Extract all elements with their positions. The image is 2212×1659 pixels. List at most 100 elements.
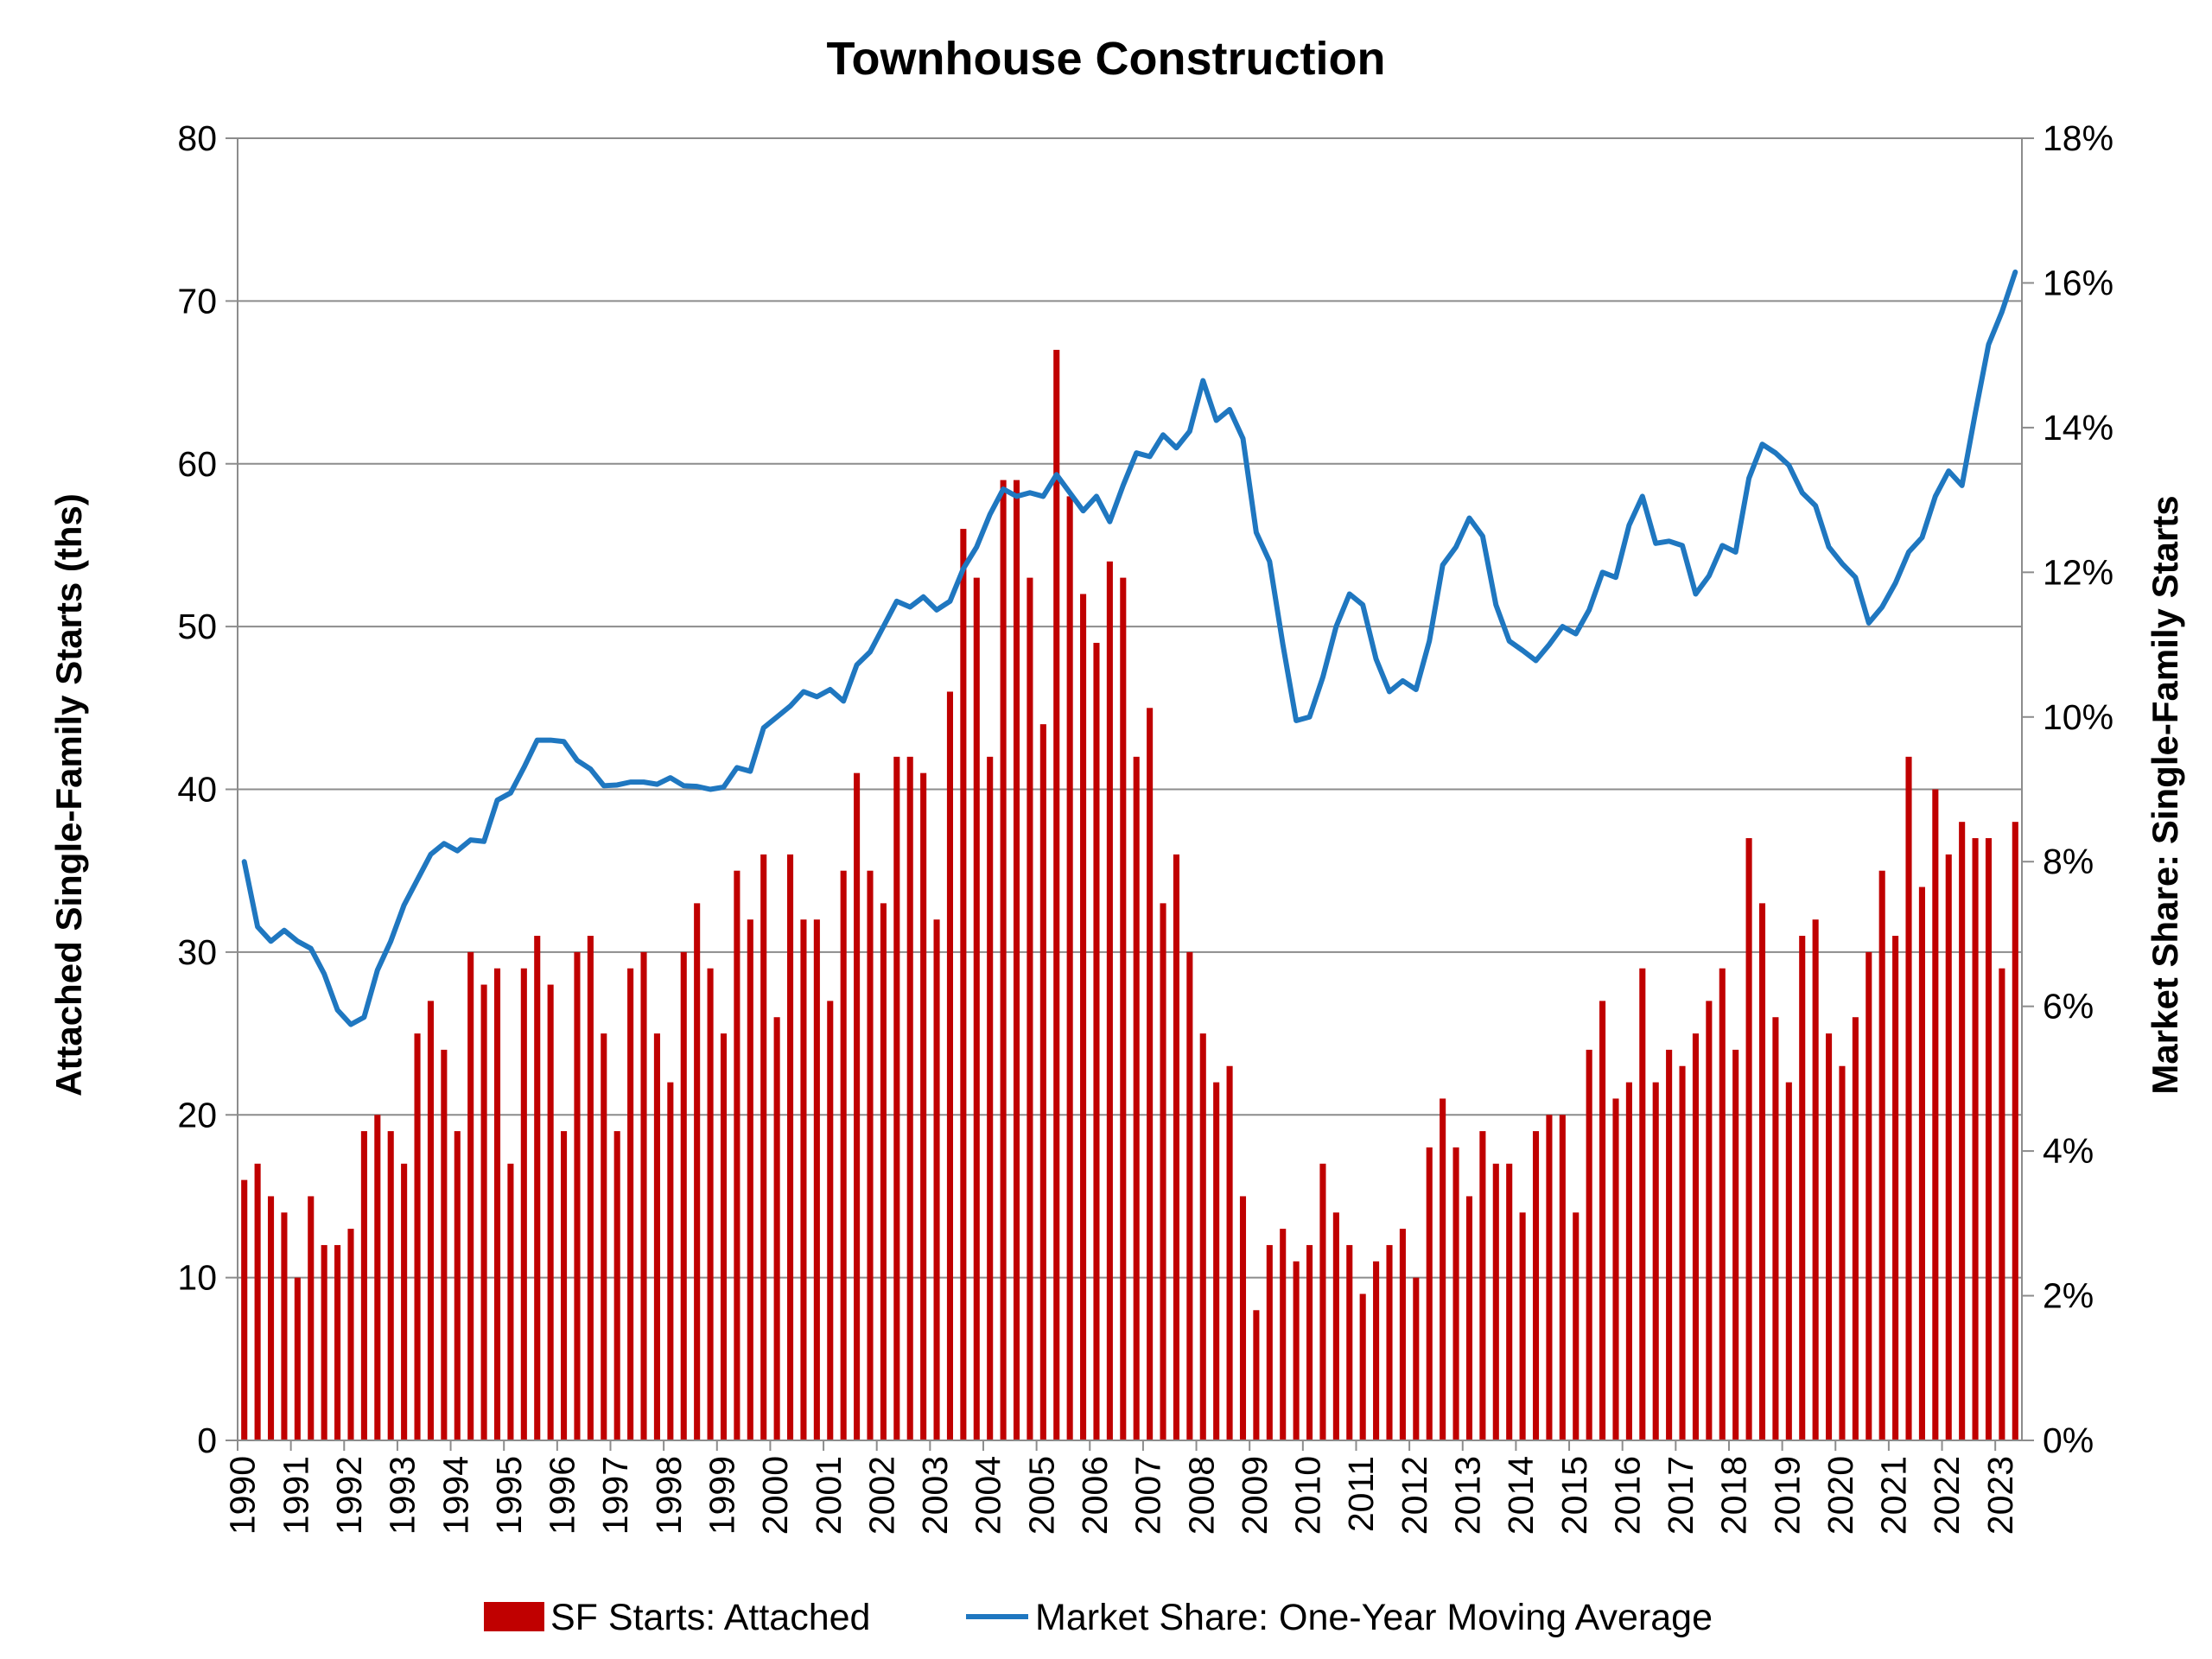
bar xyxy=(480,984,487,1440)
bar xyxy=(561,1131,568,1440)
bar xyxy=(1878,870,1885,1440)
bar xyxy=(2012,822,2018,1440)
bar xyxy=(946,691,954,1440)
bar xyxy=(1013,480,1020,1440)
left-tick-label: 50 xyxy=(177,607,217,646)
bar xyxy=(813,919,820,1440)
bar xyxy=(827,1001,834,1440)
legend-label-bars: SF Starts: Attached xyxy=(550,1597,870,1638)
x-tick-label: 2012 xyxy=(1395,1456,1434,1535)
right-axis-title: Market Share: Single-Family Starts xyxy=(2145,495,2185,1094)
bar xyxy=(1386,1244,1393,1440)
legend-label-line: Market Share: One-Year Moving Average xyxy=(1035,1597,1713,1638)
x-tick-label: 2013 xyxy=(1447,1456,1487,1535)
bar xyxy=(1692,1033,1699,1440)
bar xyxy=(1106,561,1113,1440)
line-series-market-share xyxy=(241,269,2018,1027)
x-tick-label: 2019 xyxy=(1767,1456,1807,1535)
x-tick-label: 2004 xyxy=(969,1456,1008,1535)
bar xyxy=(1732,1049,1739,1440)
bar xyxy=(401,1163,408,1440)
bar xyxy=(786,854,794,1440)
bar xyxy=(613,1131,620,1440)
right-tick-label: 14% xyxy=(2043,408,2113,448)
bar xyxy=(1666,1049,1673,1440)
bar xyxy=(360,1131,367,1440)
gridlines xyxy=(238,137,2022,1279)
bar xyxy=(1612,1098,1619,1440)
left-tick-label: 80 xyxy=(177,118,217,158)
bar xyxy=(1972,838,1979,1440)
x-tick-label: 2018 xyxy=(1714,1456,1754,1535)
bar xyxy=(1066,496,1073,1440)
bar xyxy=(1280,1229,1287,1440)
bar xyxy=(960,529,967,1440)
bar xyxy=(694,903,701,1440)
bar xyxy=(1945,854,1952,1440)
bar xyxy=(1306,1244,1313,1440)
bar xyxy=(1293,1261,1300,1440)
bar xyxy=(1652,1082,1659,1440)
bar xyxy=(387,1131,394,1440)
bar xyxy=(1799,936,1806,1440)
bar xyxy=(1999,968,2005,1440)
bar xyxy=(334,1244,341,1440)
bar xyxy=(1399,1229,1406,1440)
x-tick-label: 2006 xyxy=(1075,1456,1115,1535)
bar xyxy=(574,951,581,1440)
bar xyxy=(308,1196,315,1440)
bar xyxy=(1573,1212,1580,1440)
x-tick-label: 1992 xyxy=(329,1456,369,1535)
x-tick-label: 2011 xyxy=(1341,1456,1381,1532)
x-tick-label: 2016 xyxy=(1607,1456,1647,1535)
bar xyxy=(414,1033,421,1440)
x-tick-label: 2007 xyxy=(1128,1456,1168,1535)
bar xyxy=(1719,968,1726,1440)
bar xyxy=(1133,756,1140,1440)
legend-swatch-bars xyxy=(484,1602,544,1631)
bar xyxy=(667,1082,674,1440)
bar xyxy=(627,968,634,1440)
x-tick-label: 2009 xyxy=(1235,1456,1274,1535)
bar xyxy=(1745,838,1752,1440)
bar xyxy=(1892,936,1899,1440)
left-tick-label: 0 xyxy=(197,1421,217,1460)
bar xyxy=(1625,1082,1632,1440)
bar xyxy=(973,577,980,1440)
bar xyxy=(1812,919,1819,1440)
bar xyxy=(1465,1196,1473,1440)
bar xyxy=(1147,708,1154,1440)
bar xyxy=(1959,822,1966,1440)
bar xyxy=(294,1277,301,1440)
bar xyxy=(601,1033,607,1440)
bar xyxy=(321,1244,327,1440)
x-tick-label: 2022 xyxy=(1927,1456,1967,1535)
x-tick-label: 2021 xyxy=(1874,1456,1914,1535)
right-tick-label: 2% xyxy=(2043,1276,2094,1316)
bar xyxy=(493,968,501,1440)
bar xyxy=(1160,903,1166,1440)
bar xyxy=(800,919,807,1440)
x-tick-label: 1998 xyxy=(649,1456,689,1535)
bar xyxy=(880,903,887,1440)
bar xyxy=(1532,1131,1540,1440)
left-axis-ticks: 0 10 20 30 40 50 60 70 80 xyxy=(177,118,238,1460)
bar xyxy=(1452,1147,1459,1440)
bar xyxy=(1027,577,1033,1440)
bar xyxy=(920,772,927,1440)
bar xyxy=(680,951,687,1440)
right-tick-label: 4% xyxy=(2043,1131,2094,1171)
bar xyxy=(1599,1001,1606,1440)
bar xyxy=(747,919,753,1440)
x-tick-label: 1990 xyxy=(223,1456,263,1535)
left-tick-label: 10 xyxy=(177,1258,217,1298)
bar xyxy=(1772,1017,1779,1440)
bar xyxy=(1053,349,1060,1441)
x-tick-label: 2020 xyxy=(1821,1456,1860,1535)
x-tick-label: 2002 xyxy=(861,1456,901,1535)
bar xyxy=(906,756,913,1440)
bar xyxy=(1000,480,1007,1440)
x-axis-ticks: 1990 1991 1992 1993 1994 1995 1996 1997 1998 1999… xyxy=(223,1440,2020,1535)
bar xyxy=(507,1163,514,1440)
bar xyxy=(1852,1017,1859,1440)
